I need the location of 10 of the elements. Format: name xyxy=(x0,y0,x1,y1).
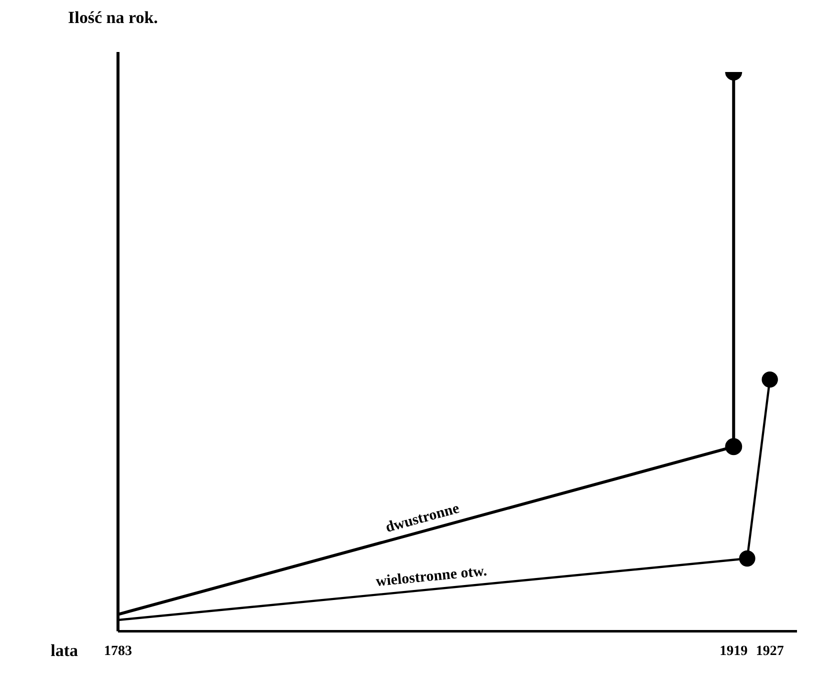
y-axis-title: Ilość na rok. xyxy=(67,8,159,29)
point xyxy=(725,438,742,456)
x-tick-label: 1783 xyxy=(104,644,132,660)
text: dwustronne xyxy=(384,500,462,536)
point xyxy=(762,371,778,388)
text: wielostronne otw. xyxy=(375,563,488,590)
x-tick-label: 1927 xyxy=(756,644,784,660)
x-axis-title: lata xyxy=(50,641,78,660)
x-tick-label: 1919 xyxy=(720,644,748,660)
point xyxy=(739,550,756,567)
